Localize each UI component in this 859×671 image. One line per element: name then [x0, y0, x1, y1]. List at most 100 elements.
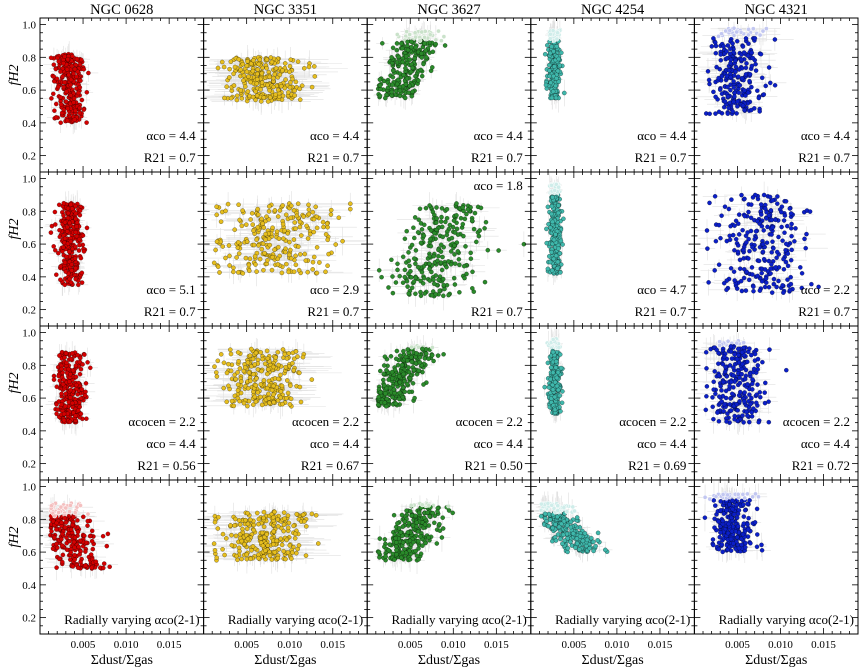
data-point — [736, 74, 741, 79]
data-point — [441, 34, 447, 39]
data-point — [409, 242, 415, 248]
data-point — [54, 565, 59, 570]
data-point — [416, 344, 421, 350]
data-point — [304, 524, 309, 529]
data-point — [545, 266, 551, 272]
data-point — [743, 93, 748, 98]
data-point — [77, 62, 83, 68]
data-point — [259, 368, 264, 374]
data-point — [282, 85, 288, 91]
data-point — [452, 252, 457, 257]
data-point — [232, 523, 237, 528]
data-point — [750, 377, 755, 382]
data-point — [278, 83, 284, 89]
data-point — [73, 108, 78, 114]
data-point — [59, 536, 64, 542]
data-point — [718, 58, 724, 63]
data-point — [780, 238, 785, 243]
data-point — [280, 68, 285, 73]
data-point — [549, 203, 555, 209]
panel-annotation: R21 = 0.7 — [471, 150, 523, 165]
data-point — [222, 95, 227, 101]
data-point — [378, 390, 383, 395]
data-point — [441, 282, 447, 288]
data-points — [211, 201, 374, 276]
data-point — [283, 249, 288, 255]
data-point — [375, 402, 381, 408]
data-point — [259, 80, 265, 85]
data-point — [76, 236, 82, 242]
data-point — [758, 394, 763, 400]
data-point — [751, 406, 756, 411]
data-points — [542, 27, 567, 101]
data-point — [54, 527, 59, 532]
data-point — [242, 541, 247, 547]
data-point — [538, 513, 544, 519]
data-point — [784, 367, 789, 373]
data-point — [251, 371, 256, 377]
data-point — [737, 257, 743, 263]
data-point — [228, 523, 233, 528]
data-point — [266, 209, 272, 214]
y-tick-label: 0.4 — [22, 580, 36, 592]
data-point — [409, 513, 415, 518]
data-point — [241, 400, 247, 406]
data-point — [719, 31, 724, 37]
panel-annotation: R21 = 0.7 — [798, 150, 850, 165]
data-point — [68, 371, 73, 377]
data-point — [214, 239, 220, 244]
data-point — [712, 194, 718, 199]
data-point — [310, 259, 316, 265]
data-point — [89, 565, 95, 570]
data-point — [248, 556, 253, 562]
data-point — [253, 97, 258, 103]
data-point — [740, 413, 745, 418]
data-point — [461, 233, 466, 239]
data-point — [427, 203, 432, 208]
data-point — [286, 351, 292, 356]
data-point — [86, 70, 91, 76]
data-point — [419, 29, 425, 35]
data-point — [722, 204, 728, 209]
data-point — [384, 367, 389, 373]
data-point — [427, 278, 433, 283]
data-point — [245, 536, 251, 542]
data-point — [236, 359, 241, 364]
data-point — [61, 200, 67, 206]
data-point — [370, 239, 374, 243]
data-point — [238, 88, 243, 93]
data-point — [215, 65, 221, 71]
data-point — [233, 533, 239, 539]
data-point — [58, 264, 64, 269]
data-point — [555, 387, 561, 393]
data-point — [548, 31, 553, 37]
data-point — [406, 389, 412, 395]
data-point — [61, 84, 67, 90]
data-point — [431, 358, 436, 364]
data-point — [282, 516, 287, 521]
data-point — [394, 552, 399, 557]
data-point — [58, 120, 63, 125]
data-point — [711, 36, 716, 41]
data-point — [261, 225, 267, 230]
y-tick-label: 0.2 — [22, 459, 36, 471]
data-point — [82, 393, 88, 398]
data-point — [390, 274, 395, 279]
data-points — [51, 349, 93, 425]
data-point — [439, 206, 445, 211]
data-point — [716, 361, 721, 366]
x-tick-label: 0.005 — [234, 639, 259, 651]
data-point — [456, 257, 462, 262]
data-point — [425, 510, 430, 515]
data-point — [387, 385, 393, 391]
data-point — [753, 229, 759, 234]
data-point — [292, 531, 298, 537]
data-point — [412, 395, 417, 401]
data-point — [764, 209, 769, 215]
data-point — [464, 271, 469, 277]
data-point — [433, 37, 439, 43]
data-point — [48, 230, 54, 235]
data-point — [716, 109, 722, 115]
data-point — [246, 370, 252, 376]
